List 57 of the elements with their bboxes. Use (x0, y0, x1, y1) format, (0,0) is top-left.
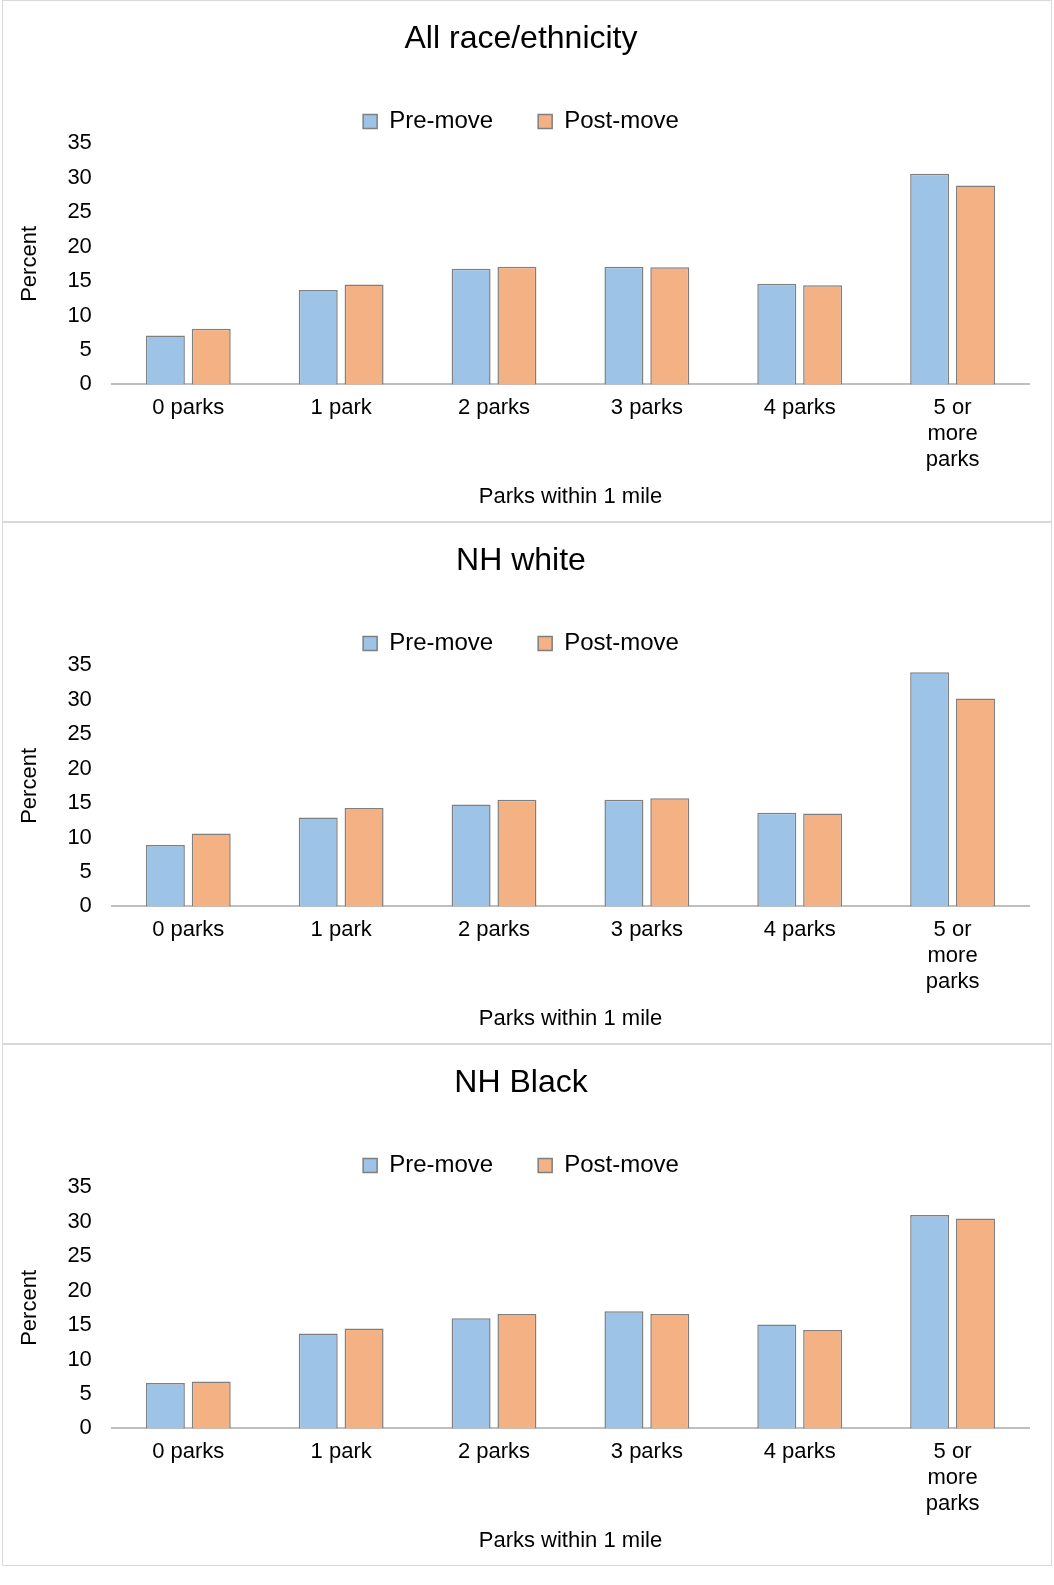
y-tick-label: 5 (79, 336, 92, 362)
y-tick-label: 0 (79, 370, 92, 396)
y-axis-title: Percent (16, 747, 42, 824)
chart-title: NH white (456, 541, 586, 578)
chart-title: All race/ethnicity (404, 19, 638, 56)
x-tick-label: 2 parks (457, 393, 531, 419)
y-tick-label: 30 (67, 1207, 92, 1233)
y-tick-label: 15 (67, 1311, 92, 1337)
y-tick-label: 10 (67, 1345, 92, 1371)
y-tick-label: 35 (67, 651, 92, 677)
x-tick-label: 5 or more parks (925, 393, 980, 472)
x-tick-label: 3 parks (610, 393, 683, 419)
x-tick-label: 4 parks (763, 915, 836, 941)
x-axis-title: Parks within 1 mile (478, 1004, 663, 1030)
x-tick-label: 3 parks (610, 915, 683, 941)
x-tick-label: 5 or more parks (925, 1437, 980, 1516)
x-tick-label: 5 or more parks (925, 915, 980, 994)
y-tick-label: 20 (67, 232, 92, 258)
y-tick-label: 10 (67, 823, 92, 849)
x-tick-label: 2 parks (457, 1437, 531, 1463)
legend-label: Pre-move (389, 628, 494, 656)
x-tick-label: 4 parks (763, 393, 836, 419)
y-tick-label: 5 (79, 858, 92, 884)
y-tick-label: 35 (67, 129, 92, 155)
y-tick-label: 35 (67, 1173, 92, 1199)
x-tick-label: 0 parks (152, 915, 225, 941)
y-axis-title: Percent (16, 1269, 42, 1346)
x-axis-title: Parks within 1 mile (478, 482, 663, 508)
x-tick-label: 1 park (310, 393, 373, 419)
y-tick-label: 25 (67, 198, 92, 224)
y-tick-label: 25 (67, 720, 92, 746)
x-axis-title: Parks within 1 mile (478, 1526, 663, 1552)
legend-label: Post-move (564, 628, 679, 656)
y-tick-label: 10 (67, 301, 92, 327)
y-tick-label: 25 (67, 1242, 92, 1268)
y-tick-label: 15 (67, 267, 92, 293)
x-tick-label: 4 parks (763, 1437, 836, 1463)
y-tick-label: 0 (79, 1414, 92, 1440)
y-tick-label: 20 (67, 1276, 92, 1302)
y-tick-label: 20 (67, 754, 92, 780)
y-tick-label: 0 (79, 892, 92, 918)
x-tick-label: 1 park (310, 1437, 373, 1463)
y-tick-label: 30 (67, 685, 92, 711)
x-tick-label: 2 parks (457, 915, 531, 941)
chart-title: NH Black (454, 1063, 589, 1100)
legend-label: Post-move (564, 106, 679, 134)
y-tick-label: 15 (67, 789, 92, 815)
x-tick-label: 3 parks (610, 1437, 683, 1463)
x-tick-label: 0 parks (152, 1437, 225, 1463)
legend-label: Pre-move (389, 1150, 494, 1178)
y-tick-label: 30 (67, 163, 92, 189)
legend-label: Post-move (564, 1150, 679, 1178)
x-tick-label: 1 park (310, 915, 373, 941)
x-tick-label: 0 parks (152, 393, 225, 419)
y-tick-label: 5 (79, 1380, 92, 1406)
legend-label: Pre-move (389, 106, 494, 134)
y-axis-title: Percent (16, 225, 42, 302)
